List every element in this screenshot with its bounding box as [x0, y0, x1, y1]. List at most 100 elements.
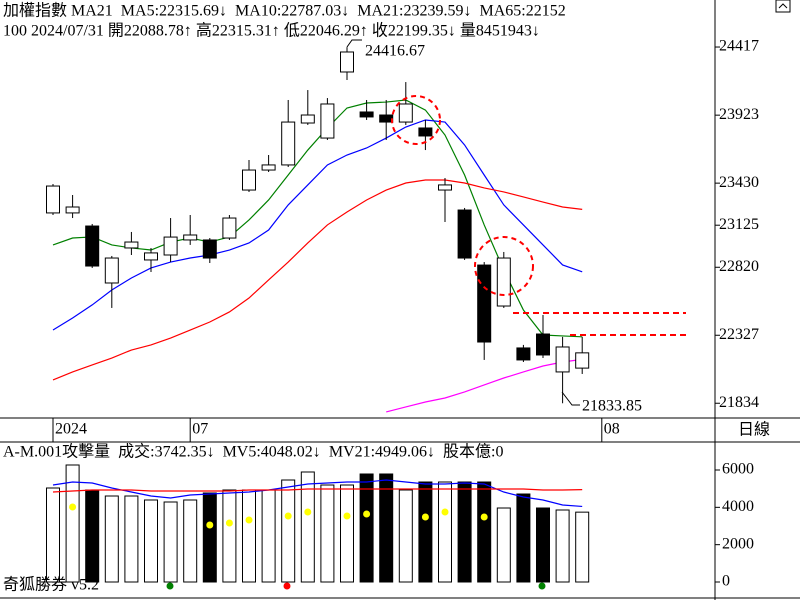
- volume-dot: [343, 512, 351, 520]
- volume-bar: [359, 473, 374, 583]
- volume-bar: [65, 464, 80, 583]
- candle-body: [300, 114, 315, 124]
- period-label: 日線: [738, 421, 770, 439]
- header-text: MV5:4048.02↓: [223, 444, 321, 461]
- candle-body: [496, 257, 511, 307]
- footer: 奇狐勝券 v5.2: [3, 576, 99, 594]
- window-button[interactable]: [775, 0, 791, 13]
- candle-body: [46, 185, 60, 214]
- window-button-icon: [778, 3, 788, 9]
- indicator-line: [52, 479, 583, 508]
- info-line: 100 2024/07/31 開22088.78↑ 高22315.31↑ 低22…: [3, 22, 540, 40]
- volume-bar: [163, 501, 178, 583]
- candle-body: [183, 234, 198, 241]
- candle-body: [65, 206, 80, 214]
- candle-body: [222, 217, 237, 239]
- candle-body: [359, 111, 374, 118]
- volume-dot: [225, 519, 233, 527]
- volume-bar: [242, 489, 256, 583]
- highlight-circle: [391, 95, 441, 145]
- volume-bar: [340, 484, 354, 583]
- indicator-line: [52, 488, 583, 493]
- header-text: 成交:3742.35↓: [118, 443, 214, 461]
- volume-bar: [261, 489, 276, 583]
- volume-bar: [46, 487, 60, 583]
- volume-bar: [457, 481, 472, 583]
- candle-body: [144, 252, 158, 261]
- leader-line: [346, 39, 362, 48]
- candle-body: [340, 51, 354, 73]
- volume-dot: [363, 510, 371, 518]
- volume-bar: [202, 492, 217, 583]
- volume-bar: [222, 489, 237, 583]
- y-tick-label: 24417: [719, 38, 759, 55]
- signal-dot: [283, 582, 291, 590]
- y-tick-label: 23430: [719, 174, 759, 191]
- candle-body: [438, 184, 452, 191]
- y-tick-label: 4000: [722, 498, 754, 515]
- plot: 加權指數 MA21 MA5:22315.69↓ MA10:22787.03↓ MA21…: [3, 2, 590, 583]
- indicator-line: [386, 358, 583, 413]
- indicator-line: [52, 99, 583, 338]
- x-tick-label: 2024: [55, 421, 87, 438]
- volume-dot: [304, 508, 312, 516]
- x-tick-label: 08: [604, 421, 620, 438]
- header-text: MA65:22152: [480, 3, 566, 20]
- header-text: MV21:4949.06↓: [329, 444, 435, 461]
- signal-dot: [538, 582, 546, 590]
- header-text: 加權指數 MA21: [3, 2, 113, 20]
- y-tick-label: 22820: [719, 258, 759, 275]
- volume-bar: [418, 481, 433, 583]
- volume-bar: [516, 493, 531, 583]
- candle-body: [124, 241, 139, 249]
- volume-bar: [555, 509, 570, 583]
- volume-dot: [284, 512, 292, 520]
- volume-bar: [104, 495, 119, 583]
- candle-body: [575, 352, 590, 369]
- candle-body: [242, 169, 256, 191]
- volume-bar: [379, 473, 394, 583]
- header-text: 股本億:0: [443, 443, 503, 461]
- volume-bar: [300, 471, 315, 583]
- volume-dot: [480, 513, 488, 521]
- candle-body: [457, 209, 472, 259]
- high-annotation: 24416.67: [365, 43, 425, 60]
- signal-dot: [166, 582, 174, 590]
- highlight-circle: [474, 236, 534, 296]
- volume-bar: [144, 499, 158, 583]
- header-text: MA5:22315.69↓: [121, 3, 227, 20]
- candle-body: [516, 347, 531, 361]
- y-tick-label: 23125: [719, 216, 759, 233]
- x-tick-label: 07: [192, 421, 208, 438]
- candle-body: [320, 103, 335, 139]
- candle-body: [163, 236, 178, 256]
- header-text: A-M.001攻擊量: [3, 443, 110, 461]
- y-tick-label: 21834: [719, 394, 759, 411]
- candle-body: [379, 114, 394, 123]
- y-tick-label: 0: [722, 573, 730, 590]
- volume-bar: [398, 489, 413, 583]
- volume-bar: [438, 481, 452, 583]
- volume-dot: [245, 516, 253, 524]
- volume-bar: [575, 511, 590, 583]
- y-tick-label: 6000: [722, 461, 754, 478]
- volume-bar: [536, 507, 550, 583]
- indicator-line: [52, 179, 583, 381]
- candle-body: [85, 225, 100, 267]
- volume-dot: [206, 521, 214, 529]
- volume-bar: [496, 507, 511, 583]
- candle-body: [104, 257, 119, 284]
- volume-bar: [320, 484, 335, 583]
- header-text: MA21:23239.59↓: [357, 3, 471, 20]
- candle-body: [398, 103, 413, 123]
- volume-dot: [441, 508, 449, 516]
- y-tick-label: 23923: [719, 106, 759, 123]
- volume-bar: [124, 495, 139, 583]
- candle-body: [418, 127, 433, 137]
- candle-body: [555, 346, 570, 373]
- volume-dot: [69, 503, 77, 511]
- volume-bar: [85, 489, 100, 583]
- volume-bar: [183, 499, 198, 583]
- candle-body: [281, 121, 296, 166]
- low-annotation: 21833.85: [582, 398, 642, 415]
